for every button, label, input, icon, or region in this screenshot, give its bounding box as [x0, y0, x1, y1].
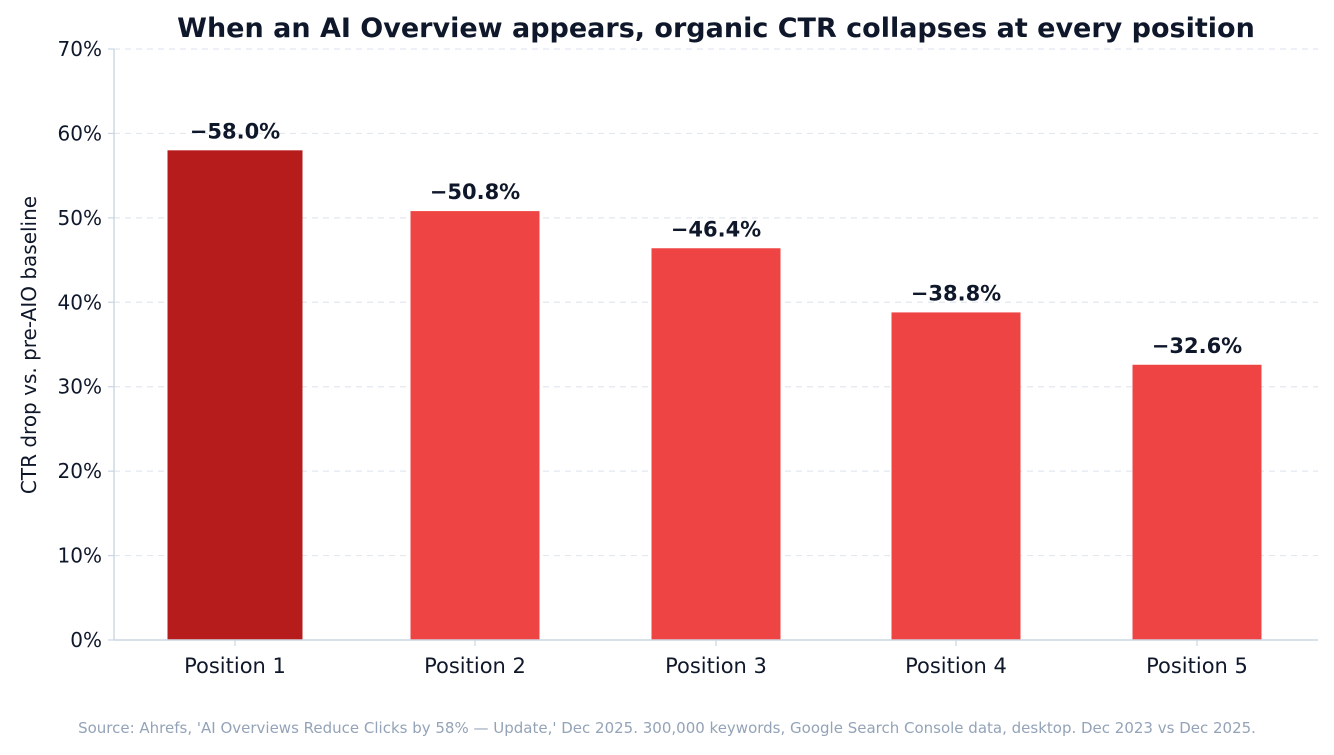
- x-axis-ticks: Position 1 Position 2 Position 3 Position 4…: [184, 640, 1248, 678]
- bar-value-label: −38.8%: [911, 281, 1001, 305]
- bars: [167, 150, 1262, 641]
- x-tick-label: Position 1: [184, 654, 286, 678]
- bar-5: [1132, 364, 1262, 640]
- grid-lines: [114, 48, 1318, 557]
- x-tick-label: Position 4: [905, 654, 1007, 678]
- bar-3: [651, 248, 781, 640]
- y-tick-label: 60%: [58, 121, 102, 145]
- y-tick-label: 20%: [58, 459, 102, 483]
- y-axis-ticks: 0% 10% 20% 30% 40% 50% 60% 70%: [58, 37, 114, 652]
- y-tick-label: 70%: [58, 37, 102, 61]
- chart-title: When an AI Overview appears, organic CTR…: [177, 13, 1255, 44]
- bar-4: [891, 312, 1021, 640]
- x-tick-label: Position 3: [665, 654, 767, 678]
- y-tick-label: 50%: [58, 206, 102, 230]
- bar-1: [167, 150, 303, 641]
- x-tick-label: Position 5: [1146, 654, 1248, 678]
- data-labels: −58.0% −50.8% −46.4% −38.8% −32.6%: [190, 119, 1242, 357]
- bar-value-label: −50.8%: [430, 180, 520, 204]
- bar-value-label: −58.0%: [190, 119, 280, 143]
- y-tick-label: 40%: [58, 290, 102, 314]
- y-tick-label: 10%: [58, 544, 102, 568]
- source-note: Source: Ahrefs, 'AI Overviews Reduce Cli…: [78, 719, 1256, 737]
- y-axis-label: CTR drop vs. pre-AIO baseline: [17, 196, 41, 494]
- y-tick-label: 0%: [70, 628, 102, 652]
- x-tick-label: Position 2: [424, 654, 526, 678]
- bar-value-label: −46.4%: [671, 217, 761, 241]
- bar-2: [410, 211, 540, 641]
- y-tick-label: 30%: [58, 375, 102, 399]
- bar-value-label: −32.6%: [1152, 334, 1242, 358]
